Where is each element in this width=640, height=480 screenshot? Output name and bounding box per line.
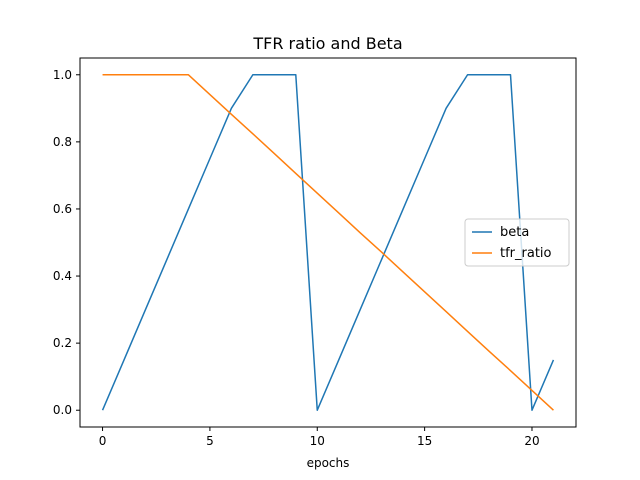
y-tick-label: 0.2	[53, 336, 72, 350]
legend-label-beta: beta	[500, 225, 529, 240]
series-line-tfr-ratio	[102, 74, 554, 411]
y-tick-label: 0.0	[53, 403, 72, 417]
x-tick-label: 10	[310, 434, 325, 448]
x-tick-label: 20	[524, 434, 539, 448]
x-tick-label: 0	[99, 434, 107, 448]
x-tick-label: 5	[206, 434, 214, 448]
y-tick-label: 0.6	[53, 202, 72, 216]
legend-box	[464, 218, 570, 267]
chart-title: TFR ratio and Beta	[252, 34, 402, 53]
y-tick-label: 0.4	[53, 269, 72, 283]
axes-frame	[79, 57, 577, 428]
y-tick-label: 0.8	[53, 135, 72, 149]
series-line-beta	[101, 74, 555, 411]
x-axis-label: epochs	[307, 456, 350, 470]
plot-area	[101, 74, 555, 411]
x-tick-label: 15	[417, 434, 432, 448]
legend-label-tfr-ratio: tfr_ratio	[500, 246, 552, 261]
y-tick-label: 1.0	[53, 68, 72, 82]
legend: beta tfr_ratio	[464, 218, 570, 267]
